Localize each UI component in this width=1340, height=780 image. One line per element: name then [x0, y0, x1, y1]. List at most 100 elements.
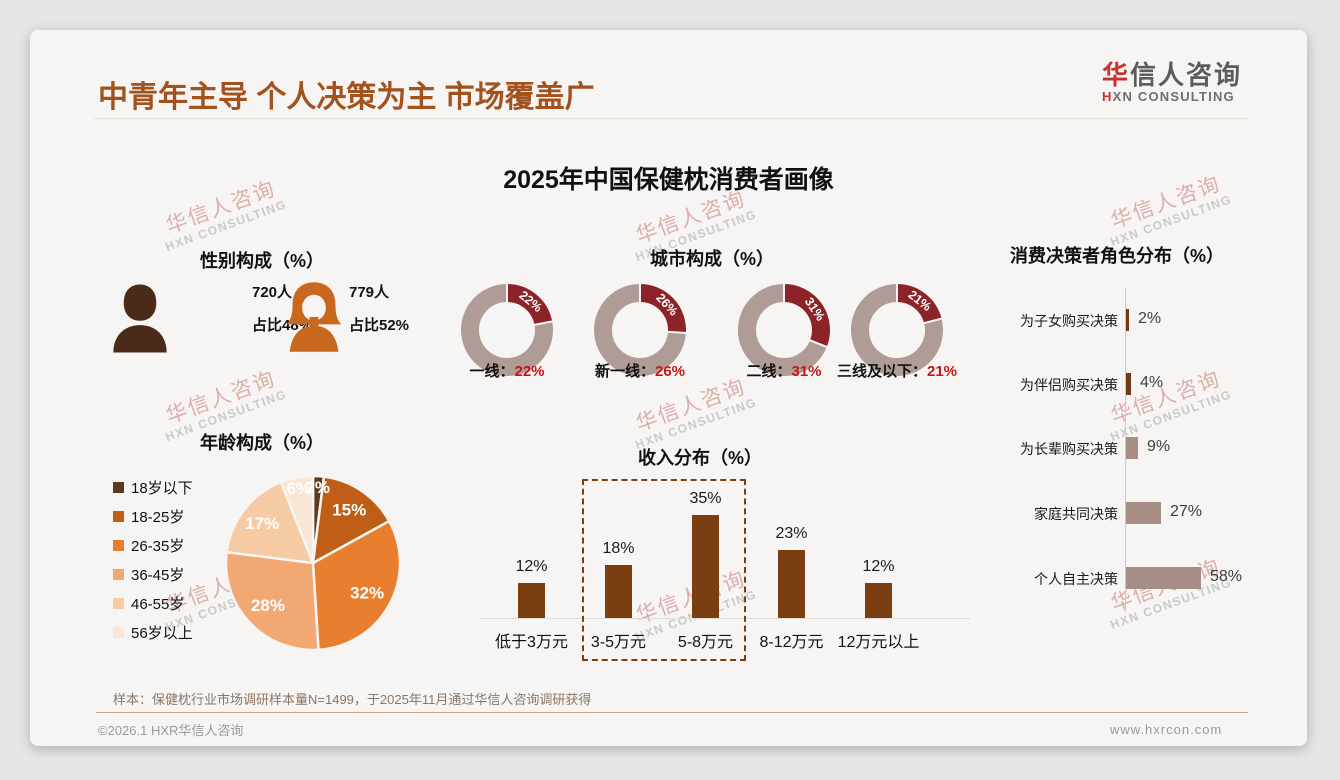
income-bar-chart: 12% 低于3万元 18% 3-5万元 35% 5-8万元 23% 8-12万元 12% 12万元… — [30, 30, 1307, 746]
chart-main-title: 2025年中国保健枕消费者画像 — [503, 166, 834, 194]
decision-bar — [1126, 437, 1138, 459]
legend-item: 26-35岁 — [113, 537, 193, 555]
donut-rest-segment — [736, 281, 829, 378]
header-divider — [94, 118, 1247, 119]
decision-category-label: 为子女购买决策 — [1020, 313, 1118, 329]
income-section-title: 收入分布（%） — [637, 448, 762, 468]
donut-chart: 22% 一线：22% — [457, 280, 557, 412]
donut-rings: 31% — [736, 281, 832, 378]
legend-label: 26-35岁 — [131, 538, 185, 555]
legend-item: 56岁以上 — [113, 624, 193, 642]
gender-section-title: 性别构成（%） — [199, 251, 324, 271]
donut-chart: 21% 三线及以下：21% — [837, 280, 957, 412]
decision-category-label: 为长辈购买决策 — [1020, 441, 1118, 457]
decision-bar — [1126, 502, 1161, 524]
legend-label: 18岁以下 — [131, 480, 193, 497]
slide-card: 华信人咨询 HXN CONSULTING 华信人咨询 HXN CONSULTING 华信… — [30, 30, 1307, 746]
donut-caption: 新一线：26% — [535, 360, 745, 381]
legend-label: 36-45岁 — [131, 567, 185, 584]
legend-label: 18-25岁 — [131, 509, 185, 526]
donut-chart: 26% 新一线：26% — [590, 280, 690, 412]
income-value-label: 12% — [862, 558, 895, 575]
decision-value-label: 58% — [1210, 568, 1243, 585]
legend-item: 18岁以下 — [113, 479, 193, 497]
decision-value-label: 9% — [1147, 438, 1171, 455]
decision-bar — [1126, 373, 1131, 395]
decision-section-title: 消费决策者角色分布（%） — [1010, 246, 1225, 266]
pie-slice-label: 6% — [287, 479, 312, 498]
legend-item: 36-45岁 — [113, 566, 193, 584]
donut-rest-segment — [459, 281, 555, 378]
pie-slice-label: 15% — [332, 500, 366, 519]
pie-slice — [225, 480, 315, 565]
income-bar — [778, 550, 805, 618]
donut-rings: 26% — [592, 281, 688, 378]
sample-note: 样本：保健枕行业市场调研样本量N=1499，于2025年11月通过华信人咨询调研… — [113, 692, 592, 707]
age-section-title: 年龄构成（%） — [199, 433, 324, 453]
income-bar — [692, 515, 719, 618]
legend-swatch — [113, 569, 124, 580]
donut-value-segment — [783, 281, 832, 349]
decision-bar — [1126, 309, 1129, 331]
donut-value-segment — [506, 281, 555, 327]
income-highlight-box — [582, 479, 746, 661]
income-value-label: 35% — [689, 490, 722, 507]
copyright-text: ©2026.1 HXR华信人咨询 — [98, 723, 244, 738]
income-value-label: 12% — [515, 558, 548, 575]
decision-category-label: 家庭共同决策 — [1034, 506, 1118, 522]
footer-divider — [96, 712, 1248, 713]
income-category-label: 12万元以上 — [837, 634, 920, 651]
donut-category: 一线： — [469, 363, 515, 380]
female-icon — [286, 282, 342, 352]
female-count: 779人 — [349, 284, 390, 301]
income-bar — [605, 565, 632, 618]
donut-value-segment — [639, 281, 688, 335]
donut-rest-segment — [849, 281, 945, 378]
donut-value-segment — [896, 281, 944, 325]
male-count: 720人 — [252, 284, 293, 301]
decision-value-label: 2% — [1138, 310, 1162, 327]
income-category-label: 3-5万元 — [590, 634, 647, 651]
donut-rings: 21% — [849, 281, 945, 378]
donut-caption: 二线：31% — [679, 360, 889, 381]
legend-item: 46-55岁 — [113, 595, 193, 613]
legend-swatch — [113, 482, 124, 493]
donut-category: 新一线： — [594, 363, 655, 380]
legend-swatch — [113, 511, 124, 522]
donut-category: 三线及以下： — [836, 363, 927, 380]
donut-caption: 三线及以下：21% — [792, 360, 1002, 381]
legend-label: 46-55岁 — [131, 596, 185, 613]
logo-zh-text: 华信人咨询 — [1102, 60, 1243, 90]
donut-chart: 31% 二线：31% — [734, 280, 834, 412]
pie-slice-label: 2% — [305, 478, 330, 497]
female-share: 占比52% — [349, 317, 410, 334]
pie-slice — [311, 475, 391, 565]
legend-item: 18-25岁 — [113, 508, 193, 526]
income-bar — [518, 583, 545, 618]
donut-value: 21% — [926, 363, 958, 380]
decision-value-label: 27% — [1170, 503, 1203, 520]
pie-slice-label: 32% — [350, 583, 384, 602]
legend-swatch — [113, 540, 124, 551]
income-value-label: 18% — [602, 540, 635, 557]
male-icon — [113, 284, 167, 353]
page-title: 中青年主导 个人决策为主 市场覆盖广 — [98, 81, 595, 114]
legend-label: 56岁以上 — [131, 625, 193, 642]
income-value-label: 23% — [775, 525, 808, 542]
donut-value: 31% — [791, 363, 822, 380]
donut-rings: 22% — [459, 281, 555, 378]
logo-en-text: HXN CONSULTING — [1102, 89, 1235, 104]
donut-caption: 一线：22% — [402, 360, 612, 381]
decision-value-label: 4% — [1140, 374, 1164, 391]
decision-bar — [1126, 567, 1201, 589]
donut-value: 22% — [514, 363, 545, 380]
decision-bar-chart: 为子女购买决策 2% 为伴侣购买决策 4% 为长辈购买决策 9% 家庭共同决策 27% 个人自主… — [30, 30, 1307, 746]
legend-swatch — [113, 627, 124, 638]
age-pie-chart: 2%15% 32% 28% 17% 6% — [225, 475, 401, 651]
website-url: www.hxrcon.com — [1110, 722, 1223, 737]
income-category-label: 低于3万元 — [495, 634, 568, 651]
donut-rest-segment — [592, 281, 688, 378]
donut-category: 二线： — [746, 363, 792, 380]
decision-axis-line — [1125, 288, 1126, 612]
